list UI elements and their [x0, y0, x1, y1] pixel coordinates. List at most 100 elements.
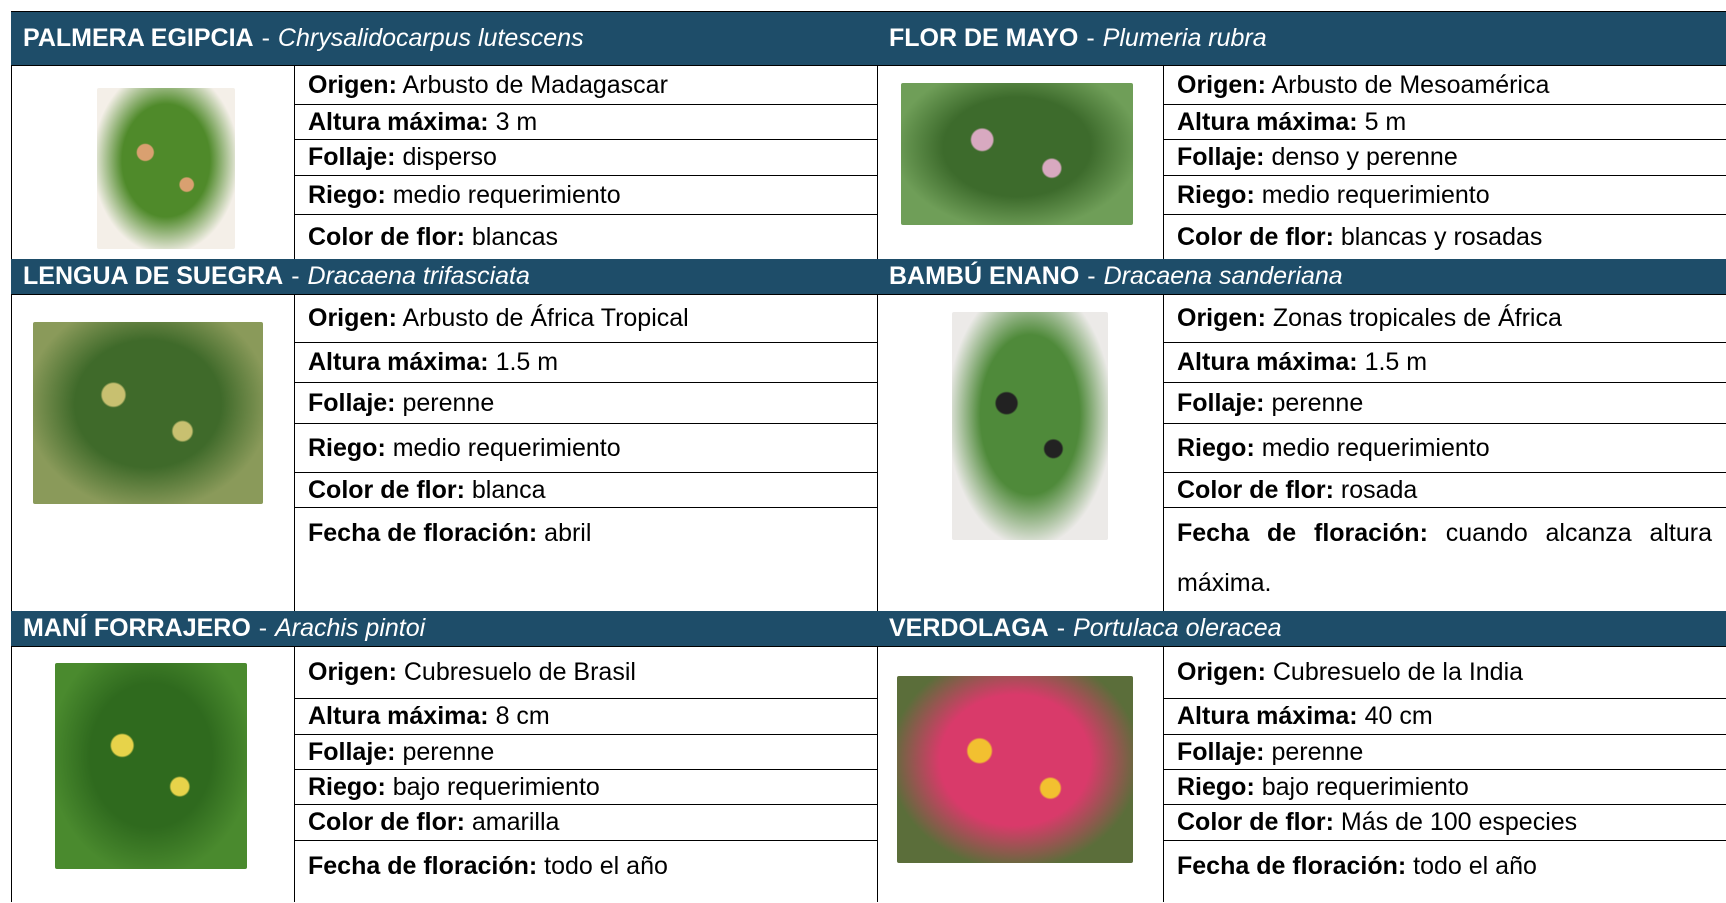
field-text: Riego: medio requerimiento — [1177, 434, 1490, 463]
field-row: Altura máxima: 5 m — [1163, 105, 1726, 140]
field-label: Altura máxima: — [308, 702, 489, 730]
field-value: 5 m — [1364, 107, 1407, 136]
plant-name: FLOR DE MAYO — [889, 23, 1079, 52]
field-value: cuando alcanza altura máxima. — [1177, 519, 1713, 597]
separator: - — [1056, 614, 1066, 642]
field-value: 3 m — [495, 107, 538, 136]
field-value: blanca — [471, 475, 546, 504]
field-label: Fecha de floración: — [308, 852, 538, 880]
field-label: Altura máxima: — [308, 348, 489, 376]
field-row: Color de flor: blancas y rosadas — [1163, 215, 1726, 259]
field-label: Altura máxima: — [1177, 107, 1358, 136]
cell-border — [877, 295, 878, 611]
plant-header: PALMERA EGIPCIA - Chrysalidocarpus lutesce… — [11, 11, 877, 66]
field-row: Color de flor: amarilla — [294, 805, 877, 841]
plant-photo — [97, 88, 235, 249]
field-label: Color de flor: — [1177, 222, 1334, 251]
field-text: Fecha de floración: abril — [308, 508, 863, 558]
field-label: Riego: — [308, 772, 386, 801]
field-value: 40 cm — [1364, 702, 1433, 730]
field-text: Origen: Zonas tropicales de África — [1177, 304, 1562, 333]
field-value: rosada — [1340, 475, 1418, 504]
field-value: medio requerimiento — [392, 433, 621, 462]
field-row: Riego: medio requerimiento — [294, 176, 877, 215]
field-text: Origen: Cubresuelo de la India — [1177, 658, 1523, 687]
scientific-name: Dracaena sanderiana — [1103, 262, 1343, 290]
field-value: medio requerimiento — [392, 180, 621, 209]
scientific-name: Arachis pintoi — [275, 614, 426, 642]
field-value: perenne — [402, 388, 495, 417]
field-row: Altura máxima: 3 m — [294, 105, 877, 140]
plant-photo — [952, 312, 1108, 540]
field-text: Altura máxima: 3 m — [308, 108, 537, 137]
cell-border — [294, 647, 295, 902]
field-label: Origen: — [308, 70, 397, 99]
cell-border — [11, 295, 12, 611]
cell-border — [1163, 66, 1164, 259]
field-value: 8 cm — [495, 702, 550, 730]
field-text: Altura máxima: 8 cm — [308, 702, 550, 731]
field-text: Fecha de floración: cuando alcanza altur… — [1177, 508, 1712, 608]
field-row: Altura máxima: 1.5 m — [294, 343, 877, 383]
plant-photo — [55, 663, 247, 869]
separator: - — [258, 614, 268, 642]
plant-photo — [897, 676, 1133, 863]
field-text: Origen: Cubresuelo de Brasil — [308, 658, 636, 687]
field-row: Fecha de floración: todo el año — [294, 841, 877, 902]
field-text: Origen: Arbusto de Madagascar — [308, 71, 668, 100]
field-text: Altura máxima: 1.5 m — [1177, 348, 1427, 377]
field-value: medio requerimiento — [1261, 433, 1490, 462]
separator: - — [261, 23, 270, 52]
field-label: Riego: — [1177, 433, 1255, 462]
field-value: todo el año — [544, 852, 668, 880]
field-row: Origen: Arbusto de Madagascar — [294, 66, 877, 105]
field-value: amarilla — [471, 808, 560, 836]
field-label: Follaje: — [308, 143, 396, 171]
separator: - — [1087, 262, 1096, 290]
field-label: Fecha de floración: — [1177, 519, 1428, 547]
field-value: perenne — [1271, 737, 1364, 766]
field-label: Follaje: — [308, 388, 396, 417]
field-text: Altura máxima: 5 m — [1177, 108, 1406, 137]
field-row: Origen: Cubresuelo de Brasil — [294, 647, 877, 699]
field-row: Riego: medio requerimiento — [1163, 424, 1726, 473]
field-label: Color de flor: — [1177, 808, 1334, 836]
field-row: Origen: Zonas tropicales de África — [1163, 295, 1726, 343]
plant-header: FLOR DE MAYO - Plumeria rubra — [877, 11, 1726, 66]
scientific-name: Dracaena trifasciata — [307, 262, 530, 290]
field-label: Origen: — [308, 304, 397, 332]
field-row: Fecha de floración: abril — [294, 508, 877, 611]
field-value: 1.5 m — [495, 348, 559, 376]
field-text: Follaje: perenne — [308, 389, 494, 418]
scientific-name: Portulaca oleracea — [1073, 614, 1282, 642]
scientific-name: Chrysalidocarpus lutescens — [277, 23, 584, 52]
field-label: Origen: — [1177, 658, 1266, 686]
field-row: Fecha de floración: cuando alcanza altur… — [1163, 508, 1726, 611]
field-row: Altura máxima: 8 cm — [294, 699, 877, 735]
field-label: Riego: — [1177, 180, 1255, 209]
plant-name: VERDOLAGA — [889, 614, 1049, 642]
field-text: Follaje: denso y perenne — [1177, 143, 1458, 172]
field-value: perenne — [402, 737, 495, 766]
field-label: Color de flor: — [308, 475, 465, 504]
field-label: Riego: — [308, 180, 386, 209]
field-value: blancas — [471, 222, 559, 251]
field-value: Cubresuelo de Brasil — [403, 658, 636, 686]
field-row: Origen: Arbusto de África Tropical — [294, 295, 877, 343]
field-text: Follaje: perenne — [1177, 389, 1363, 418]
field-label: Riego: — [1177, 772, 1255, 801]
field-value: blancas y rosadas — [1340, 222, 1543, 251]
field-value: Más de 100 especies — [1340, 808, 1578, 836]
plant-name: PALMERA EGIPCIA — [23, 23, 254, 52]
field-text: Altura máxima: 40 cm — [1177, 702, 1433, 731]
field-value: medio requerimiento — [1261, 180, 1490, 209]
field-row: Altura máxima: 1.5 m — [1163, 343, 1726, 383]
field-text: Riego: bajo requerimiento — [308, 773, 600, 802]
plant-photo — [901, 83, 1133, 225]
field-label: Color de flor: — [1177, 475, 1334, 504]
field-label: Follaje: — [308, 737, 396, 766]
field-label: Follaje: — [1177, 143, 1265, 171]
plant-header: LENGUA DE SUEGRA - Dracaena trifasciata — [11, 259, 877, 295]
plant-photo — [33, 322, 263, 504]
field-row: Riego: bajo requerimiento — [1163, 770, 1726, 805]
